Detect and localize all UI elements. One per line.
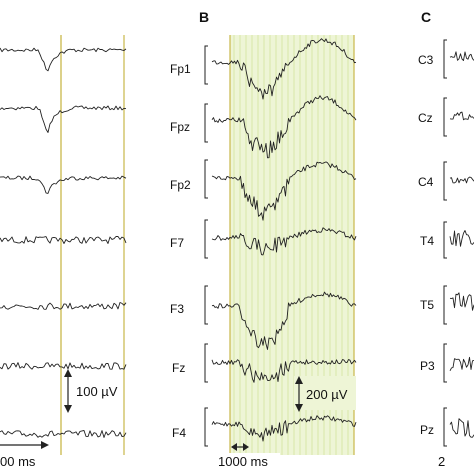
channel-label: F7 xyxy=(170,236,184,250)
eeg-trace xyxy=(449,292,474,311)
amplitude-label-background xyxy=(294,376,356,410)
panel-b-channel-labels: Fp1 Fpz Fp2 F7 F3 Fz F4 xyxy=(170,62,191,440)
panel-a-amplitude-label: 100 µV xyxy=(76,384,118,399)
panel-b-label: B xyxy=(199,9,209,25)
eeg-trace xyxy=(449,176,474,184)
channel-label: Fz xyxy=(172,361,185,375)
panel-b-time-label: 1000 ms xyxy=(218,454,268,469)
panel-b-amplitude-label: 200 µV xyxy=(306,387,348,402)
channel-bracket xyxy=(443,221,447,259)
eeg-trace xyxy=(449,418,474,438)
eeg-trace xyxy=(449,111,474,121)
eeg-trace xyxy=(0,430,127,438)
eeg-trace xyxy=(0,175,127,194)
channel-bracket xyxy=(204,407,208,447)
panel-c-time-label: 2 xyxy=(438,454,445,469)
eeg-trace xyxy=(0,105,127,133)
eeg-trace xyxy=(449,51,474,61)
channel-label: Fp1 xyxy=(170,62,191,76)
eeg-trace xyxy=(0,236,127,244)
channel-bracket xyxy=(204,103,208,143)
channel-bracket xyxy=(443,285,447,325)
eeg-trace xyxy=(0,362,127,370)
panel-b-time-scale: 1000 ms xyxy=(216,443,280,470)
eeg-trace xyxy=(0,47,127,72)
panel-c: C C3 Cz C4 T4 T5 P3 Pz 2 xyxy=(418,9,474,469)
channel-label: P3 xyxy=(420,359,435,373)
arrow-left-icon xyxy=(231,443,237,451)
channel-label: T5 xyxy=(420,298,434,312)
eeg-trace xyxy=(211,415,357,442)
panel-a: 100 µV 00 ms xyxy=(0,35,127,469)
arrow-up-icon xyxy=(64,369,72,377)
channel-bracket xyxy=(443,407,447,447)
channel-bracket xyxy=(204,343,208,383)
arrow-up-icon xyxy=(295,376,303,384)
channel-label: C3 xyxy=(418,53,434,67)
eeg-trace xyxy=(449,230,474,247)
eeg-trace xyxy=(0,302,127,310)
channel-bracket xyxy=(204,159,208,199)
eeg-trace xyxy=(211,359,357,383)
eeg-trace xyxy=(211,227,357,256)
channel-label: Pz xyxy=(420,423,434,437)
panel-c-traces xyxy=(449,51,474,438)
eeg-trace xyxy=(211,38,357,100)
arrow-down-icon xyxy=(295,404,303,412)
channel-label: Fpz xyxy=(170,120,190,134)
panel-b: B Fp1 Fpz Fp2 F7 F3 Fz F4 200 µV 1000 ms xyxy=(170,9,357,470)
eeg-trace xyxy=(211,291,357,350)
arrow-right-icon xyxy=(243,443,249,451)
channel-label: Cz xyxy=(418,111,433,125)
eeg-trace xyxy=(449,356,474,372)
channel-label: F4 xyxy=(172,426,186,440)
time-label-background xyxy=(216,453,280,470)
eeg-trace xyxy=(211,95,357,159)
channel-label: Fp2 xyxy=(170,178,191,192)
channel-bracket xyxy=(204,219,208,259)
arrow-down-icon xyxy=(64,405,72,413)
channel-bracket xyxy=(204,285,208,325)
channel-label: C4 xyxy=(418,175,434,189)
panel-a-amplitude-scale: 100 µV xyxy=(64,369,118,413)
panel-c-channel-brackets xyxy=(443,39,447,447)
channel-bracket xyxy=(443,161,447,201)
panel-a-time-scale: 00 ms xyxy=(0,441,49,469)
channel-label: T4 xyxy=(420,234,434,248)
channel-label: F3 xyxy=(170,302,184,316)
channel-bracket xyxy=(443,39,447,79)
panel-b-amplitude-scale: 200 µV xyxy=(294,376,356,412)
panel-a-time-label: 00 ms xyxy=(0,454,36,469)
panel-b-channel-brackets xyxy=(204,45,208,447)
channel-bracket xyxy=(443,97,447,137)
channel-bracket xyxy=(443,343,447,383)
channel-bracket xyxy=(204,45,208,85)
panel-c-label: C xyxy=(421,9,431,25)
panel-a-traces xyxy=(0,47,127,438)
panel-a-marker-lines xyxy=(60,35,125,455)
panel-c-channel-labels: C3 Cz C4 T4 T5 P3 Pz xyxy=(418,53,435,437)
panel-b-traces xyxy=(211,38,357,442)
arrow-right-icon xyxy=(41,441,49,449)
eeg-trace xyxy=(211,161,357,221)
